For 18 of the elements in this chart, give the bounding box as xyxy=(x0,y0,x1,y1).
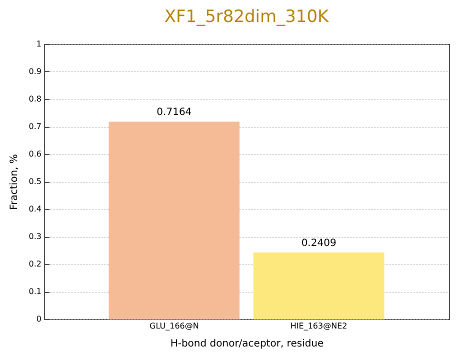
data-label: 0.7164 xyxy=(156,106,192,118)
x-tick-label: GLU_166@N xyxy=(149,322,199,330)
y-tick-label: 0.5 xyxy=(28,177,42,186)
y-tick-label: 0 xyxy=(36,314,42,324)
chart-title: XF1_5r82dim_310K xyxy=(164,7,330,27)
y-tick-label: 0.2 xyxy=(28,260,42,268)
x-tick-label: HIE_163@NE2 xyxy=(290,322,348,330)
data-label: 0.2409 xyxy=(301,238,336,249)
y-tick-label: 0.3 xyxy=(28,232,42,241)
y-axis-title: Fraction, % xyxy=(8,154,20,210)
y-tick-label: 0.4 xyxy=(28,204,42,214)
y-tick-label: 0.6 xyxy=(28,150,42,158)
y-tick-label: 0.7 xyxy=(28,122,42,131)
y-tick-label: 0.8 xyxy=(28,94,42,104)
y-tick-label: 0.9 xyxy=(28,67,42,76)
y-tick-label: 1 xyxy=(36,40,42,48)
y-tick-label: 0.1 xyxy=(28,287,42,296)
x-axis-title: H-bond donor/aceptor, residue xyxy=(170,338,324,350)
